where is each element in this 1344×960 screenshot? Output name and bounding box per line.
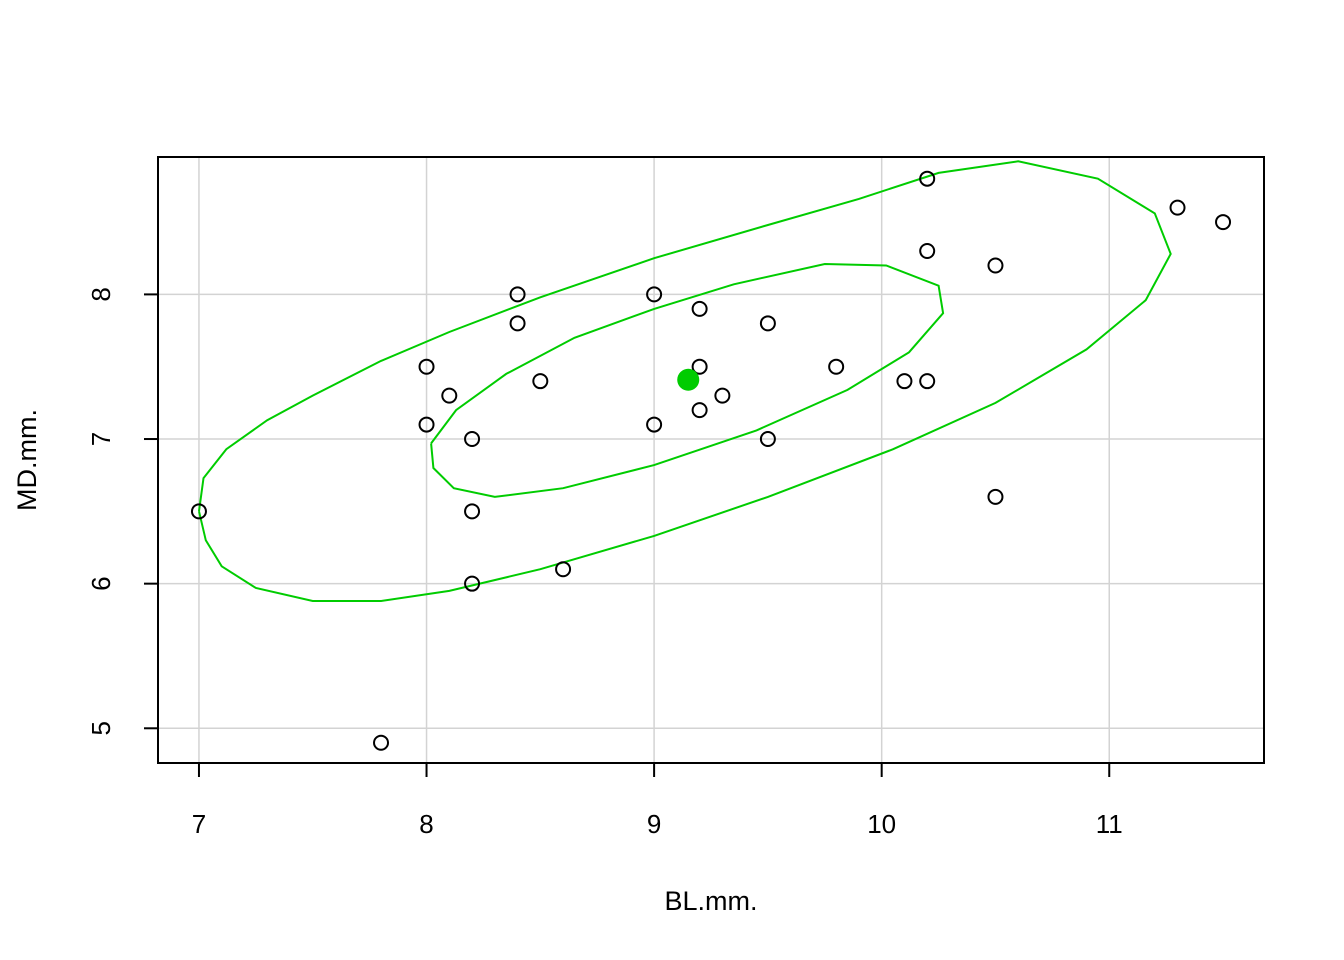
data-point-27 bbox=[987, 488, 1004, 505]
data-point-23 bbox=[919, 170, 936, 187]
data-point-5 bbox=[441, 387, 458, 404]
confidence-ellipses bbox=[198, 160, 1172, 602]
x-axis: 7 8 9 10 11 bbox=[192, 762, 1123, 839]
x-axis-title: BL.mm. bbox=[664, 886, 757, 916]
data-point-6 bbox=[464, 431, 481, 448]
data-point-9 bbox=[509, 286, 526, 303]
data-point-10 bbox=[509, 315, 526, 332]
grid-lines bbox=[158, 157, 1264, 763]
data-point-14 bbox=[646, 416, 663, 433]
data-point-2 bbox=[373, 734, 390, 751]
data-points bbox=[190, 170, 1232, 751]
x-tick-label-10: 10 bbox=[867, 809, 896, 839]
plot-frame bbox=[157, 156, 1265, 764]
x-tick-label-7: 7 bbox=[192, 809, 206, 839]
centroid-layer bbox=[677, 368, 700, 391]
y-tick-label-6: 6 bbox=[86, 576, 116, 590]
data-point-12 bbox=[555, 561, 572, 578]
ellipse-1 bbox=[198, 160, 1172, 602]
data-point-20 bbox=[759, 431, 776, 448]
data-point-25 bbox=[919, 373, 936, 390]
data-point-13 bbox=[646, 286, 663, 303]
data-point-11 bbox=[532, 373, 549, 390]
data-point-17 bbox=[691, 402, 708, 419]
data-point-26 bbox=[987, 257, 1004, 274]
y-tick-label-8: 8 bbox=[86, 287, 116, 301]
x-tick-label-9: 9 bbox=[647, 809, 661, 839]
x-tick-label-8: 8 bbox=[419, 809, 433, 839]
y-axis: 5 6 7 8 bbox=[86, 287, 159, 736]
ellipse-2 bbox=[430, 262, 945, 498]
data-point-4 bbox=[418, 416, 435, 433]
data-point-1 bbox=[190, 503, 207, 520]
data-point-22 bbox=[896, 373, 913, 390]
data-point-3 bbox=[418, 358, 435, 375]
y-tick-label-5: 5 bbox=[86, 721, 116, 735]
data-point-16 bbox=[691, 358, 708, 375]
data-point-21 bbox=[828, 358, 845, 375]
data-point-8 bbox=[464, 575, 481, 592]
x-tick-label-11: 11 bbox=[1096, 809, 1123, 839]
data-point-18 bbox=[714, 387, 731, 404]
data-point-28 bbox=[1169, 199, 1186, 216]
data-point-24 bbox=[919, 243, 936, 260]
data-point-7 bbox=[464, 503, 481, 520]
data-point-15 bbox=[691, 300, 708, 317]
data-point-19 bbox=[759, 315, 776, 332]
data-point-29 bbox=[1215, 214, 1232, 231]
y-axis-title: MD.mm. bbox=[12, 409, 42, 511]
y-tick-label-7: 7 bbox=[86, 432, 116, 446]
centroid-point bbox=[677, 368, 700, 391]
